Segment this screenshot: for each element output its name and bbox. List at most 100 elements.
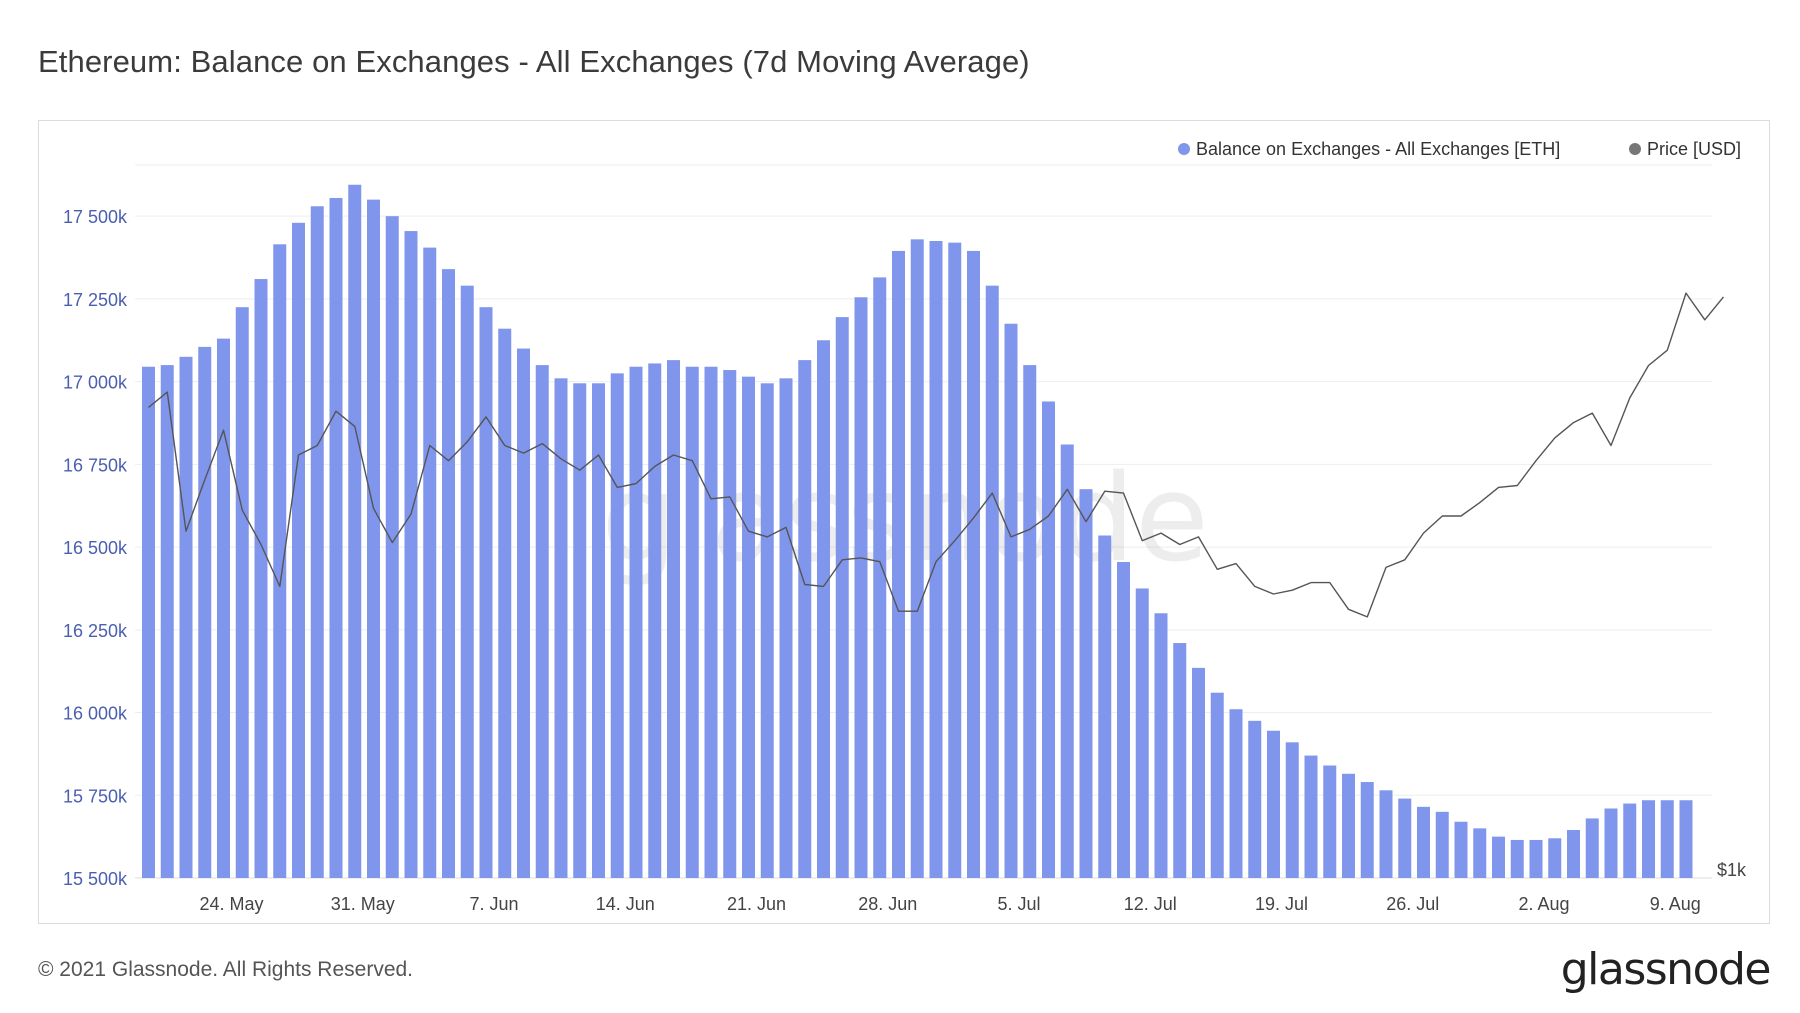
- bar[interactable]: [685, 366, 699, 878]
- bar[interactable]: [179, 356, 193, 878]
- legend[interactable]: Balance on Exchanges - All Exchanges [ET…: [1178, 139, 1741, 159]
- bar[interactable]: [254, 279, 268, 878]
- bar[interactable]: [1192, 667, 1205, 878]
- bar[interactable]: [1023, 365, 1037, 878]
- bar[interactable]: [948, 242, 962, 878]
- bar[interactable]: [742, 376, 755, 878]
- bar[interactable]: [1660, 800, 1674, 878]
- bar[interactable]: [198, 346, 212, 879]
- bar[interactable]: [760, 383, 774, 878]
- bar[interactable]: [479, 307, 493, 878]
- legend-label-price: Price [USD]: [1647, 139, 1741, 159]
- bar[interactable]: [1248, 720, 1262, 878]
- bar[interactable]: [1379, 790, 1393, 878]
- bar[interactable]: [1042, 401, 1055, 878]
- bar[interactable]: [723, 370, 737, 878]
- bar[interactable]: [610, 373, 624, 878]
- bar[interactable]: [235, 307, 249, 878]
- x-tick-label: 24. May: [199, 894, 263, 914]
- bar[interactable]: [817, 340, 830, 879]
- bar[interactable]: [1454, 821, 1468, 878]
- bar[interactable]: [329, 197, 343, 878]
- bar[interactable]: [592, 383, 605, 878]
- bar[interactable]: [1323, 765, 1337, 878]
- bar[interactable]: [873, 277, 887, 878]
- bar[interactable]: [1585, 818, 1599, 878]
- bar[interactable]: [554, 378, 568, 878]
- bar[interactable]: [1360, 782, 1374, 878]
- bar[interactable]: [1210, 692, 1224, 878]
- bar[interactable]: [985, 285, 999, 878]
- y-tick-label: 17 500k: [63, 207, 128, 227]
- bar[interactable]: [1529, 839, 1543, 878]
- bar[interactable]: [160, 365, 174, 878]
- bar[interactable]: [929, 241, 943, 878]
- bar[interactable]: [460, 285, 474, 878]
- bar[interactable]: [1435, 811, 1449, 878]
- bar[interactable]: [1342, 773, 1355, 878]
- bar[interactable]: [1004, 323, 1018, 878]
- bar[interactable]: [442, 269, 455, 878]
- balance-bars[interactable]: [142, 184, 1693, 879]
- bar[interactable]: [1510, 839, 1524, 878]
- bar[interactable]: [573, 383, 587, 878]
- x-tick-label: 21. Jun: [727, 894, 786, 914]
- bar[interactable]: [910, 239, 924, 878]
- bar[interactable]: [1154, 613, 1168, 878]
- bar[interactable]: [1229, 709, 1243, 878]
- bar[interactable]: [385, 216, 399, 878]
- bar[interactable]: [1135, 588, 1149, 878]
- bar[interactable]: [892, 250, 905, 879]
- bar[interactable]: [648, 363, 662, 878]
- bar[interactable]: [1604, 808, 1618, 878]
- bar[interactable]: [498, 328, 512, 878]
- bar[interactable]: [1398, 798, 1412, 878]
- bar[interactable]: [310, 206, 324, 879]
- bar[interactable]: [1098, 535, 1112, 878]
- bar[interactable]: [1679, 800, 1693, 878]
- glassnode-logo[interactable]: glassnode: [1560, 944, 1772, 995]
- bar[interactable]: [1623, 803, 1637, 878]
- x-tick-label: 9. Aug: [1650, 894, 1701, 914]
- bar[interactable]: [1267, 730, 1280, 878]
- bar[interactable]: [1304, 755, 1318, 878]
- bar[interactable]: [423, 247, 437, 879]
- bar[interactable]: [704, 366, 718, 878]
- bar[interactable]: [535, 365, 549, 878]
- bar[interactable]: [1117, 561, 1130, 878]
- bar[interactable]: [1473, 828, 1487, 878]
- bar[interactable]: [667, 360, 680, 878]
- y-tick-label: 16 000k: [63, 704, 128, 724]
- legend-marker-balance: [1178, 143, 1190, 155]
- bar[interactable]: [1548, 838, 1562, 878]
- y-right-tick-label: $1k: [1717, 860, 1747, 880]
- y-axis-left: 15 500k 15 750k 16 000k 16 250k 16 500k 16 75…: [63, 207, 128, 889]
- bar[interactable]: [367, 199, 380, 879]
- bar[interactable]: [1642, 800, 1655, 878]
- x-tick-label: 7. Jun: [469, 894, 518, 914]
- bar[interactable]: [629, 366, 643, 878]
- y-tick-label: 15 750k: [63, 786, 128, 806]
- bar[interactable]: [217, 338, 230, 879]
- bar[interactable]: [142, 366, 155, 878]
- bar[interactable]: [1417, 806, 1430, 878]
- bar[interactable]: [348, 184, 362, 878]
- bar[interactable]: [1567, 830, 1580, 878]
- bar[interactable]: [273, 244, 287, 879]
- legend-item-balance[interactable]: Balance on Exchanges - All Exchanges [ET…: [1178, 139, 1560, 159]
- legend-item-price[interactable]: Price [USD]: [1629, 139, 1741, 159]
- bar[interactable]: [404, 231, 418, 878]
- price-line[interactable]: [148, 292, 1725, 618]
- bar[interactable]: [517, 348, 530, 879]
- bar[interactable]: [1492, 836, 1505, 878]
- bar[interactable]: [1079, 489, 1093, 878]
- bar[interactable]: [835, 317, 849, 878]
- bar[interactable]: [967, 250, 980, 879]
- bar[interactable]: [1285, 742, 1299, 878]
- bar[interactable]: [1173, 643, 1187, 878]
- bar[interactable]: [1060, 444, 1074, 878]
- bar[interactable]: [854, 297, 868, 879]
- bar[interactable]: [779, 378, 793, 878]
- bar[interactable]: [292, 222, 305, 879]
- bar[interactable]: [798, 360, 812, 878]
